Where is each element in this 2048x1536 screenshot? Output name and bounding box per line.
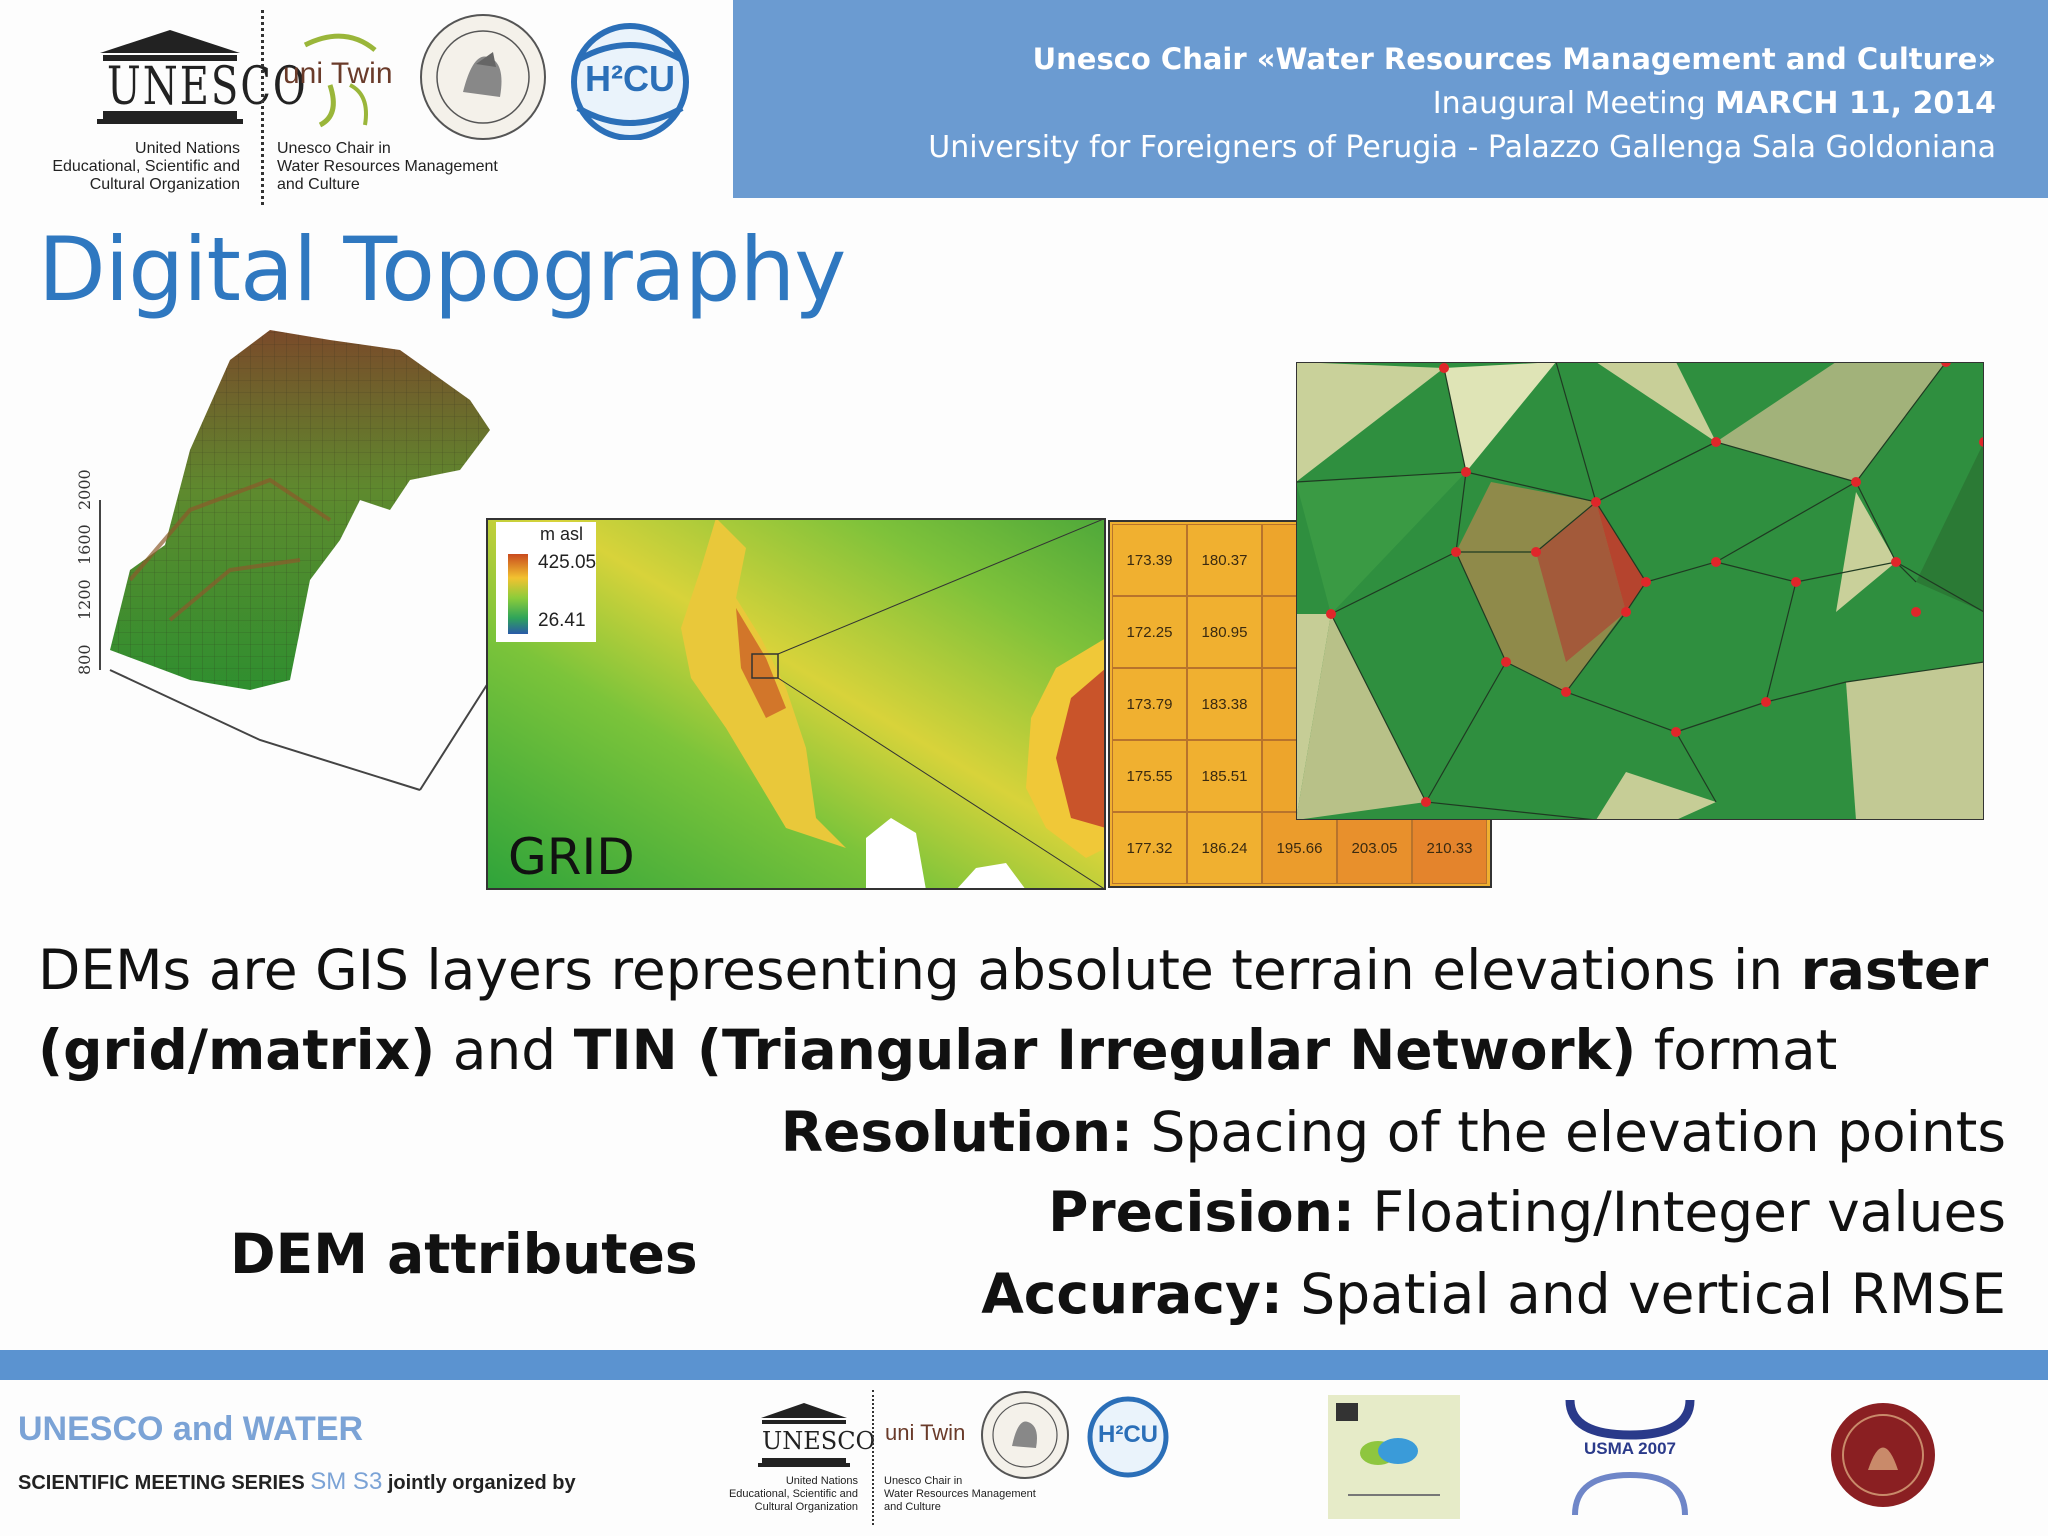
footer-unesco-caption: United Nations Educational, Scientific a… <box>728 1475 858 1513</box>
h2cu-logo: H²CU <box>568 20 692 141</box>
unitwin-leaf-icon <box>303 33 377 128</box>
sapienza-seal-icon <box>1831 1403 1935 1507</box>
footer-logo-divider <box>872 1390 874 1525</box>
header-venue: University for Foreigners of Perugia - P… <box>928 130 1996 165</box>
header-chair-title: Unesco Chair «Water Resources Management… <box>1032 42 1996 76</box>
footer-title: UNESCO and WATER <box>18 1410 364 1448</box>
description-tin: TIN (Triangular Irregular Network) <box>573 1018 1637 1082</box>
surface-tick-1200: 1200 <box>75 579 94 620</box>
footer-unitwin-caption: Unesco Chair in Water Resources Manageme… <box>884 1475 1036 1513</box>
header-meeting-line: Inaugural Meeting MARCH 11, 2014 <box>1433 86 1996 121</box>
legend-min: 26.41 <box>538 610 586 631</box>
legend-unit: m asl <box>540 524 584 544</box>
table-cell: 172.25 <box>1112 596 1187 668</box>
surface-tick-2000: 2000 <box>75 469 94 510</box>
header-meeting-date: MARCH 11, 2014 <box>1715 86 1996 121</box>
table-cell: 203.05 <box>1337 812 1412 884</box>
page-title: Digital Topography <box>38 218 846 321</box>
table-cell: 180.95 <box>1187 596 1262 668</box>
usma-arc-icon <box>1565 1399 1695 1516</box>
header-band <box>733 0 2048 198</box>
logo-divider <box>261 10 264 205</box>
footer-subtitle: SCIENTIFIC MEETING SERIES SM S3 jointly … <box>18 1468 576 1495</box>
unitwin-caption: Unesco Chair in Water Resources Manageme… <box>277 140 498 193</box>
footer-usma-logo: USMA 2007 <box>1550 1395 1710 1516</box>
table-cell: 185.51 <box>1187 740 1262 812</box>
unesco-logo: UNESCO <box>95 25 308 125</box>
footer-h2cu-logo: H²CU <box>1085 1395 1171 1479</box>
footer-unesco-logo: UNESCO <box>758 1400 875 1470</box>
wwap-logo-icon <box>1336 1403 1440 1496</box>
table-cell: 173.39 <box>1112 524 1187 596</box>
table-cell: 173.79 <box>1112 668 1187 740</box>
university-seal-icon <box>420 14 546 140</box>
unesco-logo-word: UNESCO <box>107 57 308 117</box>
table-cell: 177.32 <box>1112 812 1187 884</box>
dem-description: DEMs are GIS layers representing absolut… <box>38 930 2018 1090</box>
h2cu-globe-icon <box>571 23 689 141</box>
footer-wwap-logo <box>1328 1395 1460 1519</box>
table-cell: 175.55 <box>1112 740 1187 812</box>
footer-unitwin-logo: uni Twin <box>885 1420 966 1445</box>
table-cell: 195.66 <box>1262 812 1337 884</box>
raster-frame <box>486 518 1106 890</box>
surface-tick-1600: 1600 <box>75 524 94 565</box>
unitwin-logo-word: uni Twin <box>283 57 393 90</box>
table-cell: 183.38 <box>1187 668 1262 740</box>
dem-surface-figure: 800 1200 1600 2000 <box>75 330 521 791</box>
surface-tick-800: 800 <box>75 644 94 675</box>
footer-seal-icon <box>981 1391 1069 1479</box>
attribute-accuracy: Accuracy: Spatial and vertical RMSE <box>981 1262 2006 1326</box>
dem-attributes-heading: DEM attributes <box>230 1222 698 1286</box>
h2cu-logo-word: H²CU <box>585 58 675 99</box>
description-text: DEMs are GIS layers representing absolut… <box>38 938 1801 1002</box>
unitwin-logo: uni Twin <box>275 25 400 130</box>
attribute-precision: Precision: Floating/Integer values <box>1048 1180 2006 1244</box>
table-cell: 180.37 <box>1187 524 1262 596</box>
header-meeting-label: Inaugural Meeting <box>1432 86 1716 121</box>
footer-band <box>0 1350 2048 1380</box>
description-text: and <box>435 1018 574 1082</box>
dem-tin-figure <box>1296 362 1984 820</box>
table-cell: 186.24 <box>1187 812 1262 884</box>
description-text: format <box>1636 1018 1838 1082</box>
dem-grid-raster <box>486 518 1106 890</box>
attribute-resolution: Resolution: Spacing of the elevation poi… <box>780 1100 2006 1164</box>
table-cell: 210.33 <box>1412 812 1487 884</box>
unesco-temple-icon <box>758 1403 850 1467</box>
series-code: SM S3 <box>310 1468 383 1495</box>
h2cu-globe-icon <box>1087 1396 1169 1478</box>
legend-max: 425.05 <box>538 552 597 573</box>
description-raster: raster (grid/matrix) <box>38 938 1989 1082</box>
grid-label: GRID <box>508 828 635 886</box>
unesco-temple-icon <box>97 30 243 124</box>
unesco-caption: United Nations Educational, Scientific a… <box>52 140 240 193</box>
